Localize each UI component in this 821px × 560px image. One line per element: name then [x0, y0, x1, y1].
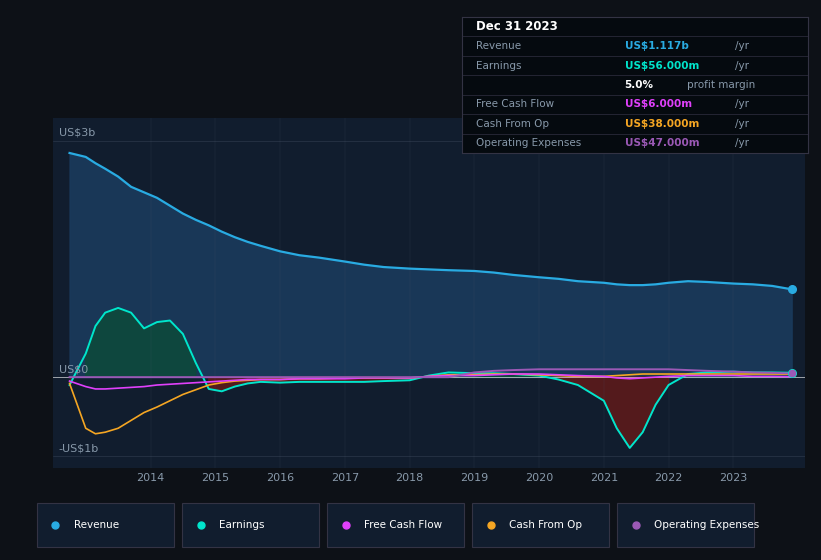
Text: US$38.000m: US$38.000m	[625, 119, 699, 129]
Text: /yr: /yr	[736, 119, 750, 129]
Text: Earnings: Earnings	[219, 520, 265, 530]
Text: US$1.117b: US$1.117b	[625, 41, 689, 51]
Text: US$6.000m: US$6.000m	[625, 100, 692, 109]
FancyBboxPatch shape	[181, 503, 319, 547]
Text: Free Cash Flow: Free Cash Flow	[365, 520, 443, 530]
FancyBboxPatch shape	[617, 503, 754, 547]
FancyBboxPatch shape	[472, 503, 609, 547]
Text: Cash From Op: Cash From Op	[476, 119, 549, 129]
FancyBboxPatch shape	[37, 503, 174, 547]
Text: 5.0%: 5.0%	[625, 80, 654, 90]
Text: Operating Expenses: Operating Expenses	[654, 520, 759, 530]
Text: Revenue: Revenue	[75, 520, 120, 530]
Text: profit margin: profit margin	[687, 80, 755, 90]
Text: US$3b: US$3b	[58, 127, 94, 137]
Text: /yr: /yr	[736, 100, 750, 109]
Text: Earnings: Earnings	[476, 60, 521, 71]
Text: /yr: /yr	[736, 138, 750, 148]
Text: US$56.000m: US$56.000m	[625, 60, 699, 71]
Text: Revenue: Revenue	[476, 41, 521, 51]
FancyBboxPatch shape	[327, 503, 464, 547]
Text: /yr: /yr	[736, 60, 750, 71]
Text: Cash From Op: Cash From Op	[510, 520, 582, 530]
Text: Operating Expenses: Operating Expenses	[476, 138, 581, 148]
Text: /yr: /yr	[736, 41, 750, 51]
Text: Free Cash Flow: Free Cash Flow	[476, 100, 554, 109]
Text: US$47.000m: US$47.000m	[625, 138, 699, 148]
Text: -US$1b: -US$1b	[58, 444, 99, 454]
Text: Dec 31 2023: Dec 31 2023	[476, 20, 557, 33]
Text: US$0: US$0	[58, 365, 88, 375]
